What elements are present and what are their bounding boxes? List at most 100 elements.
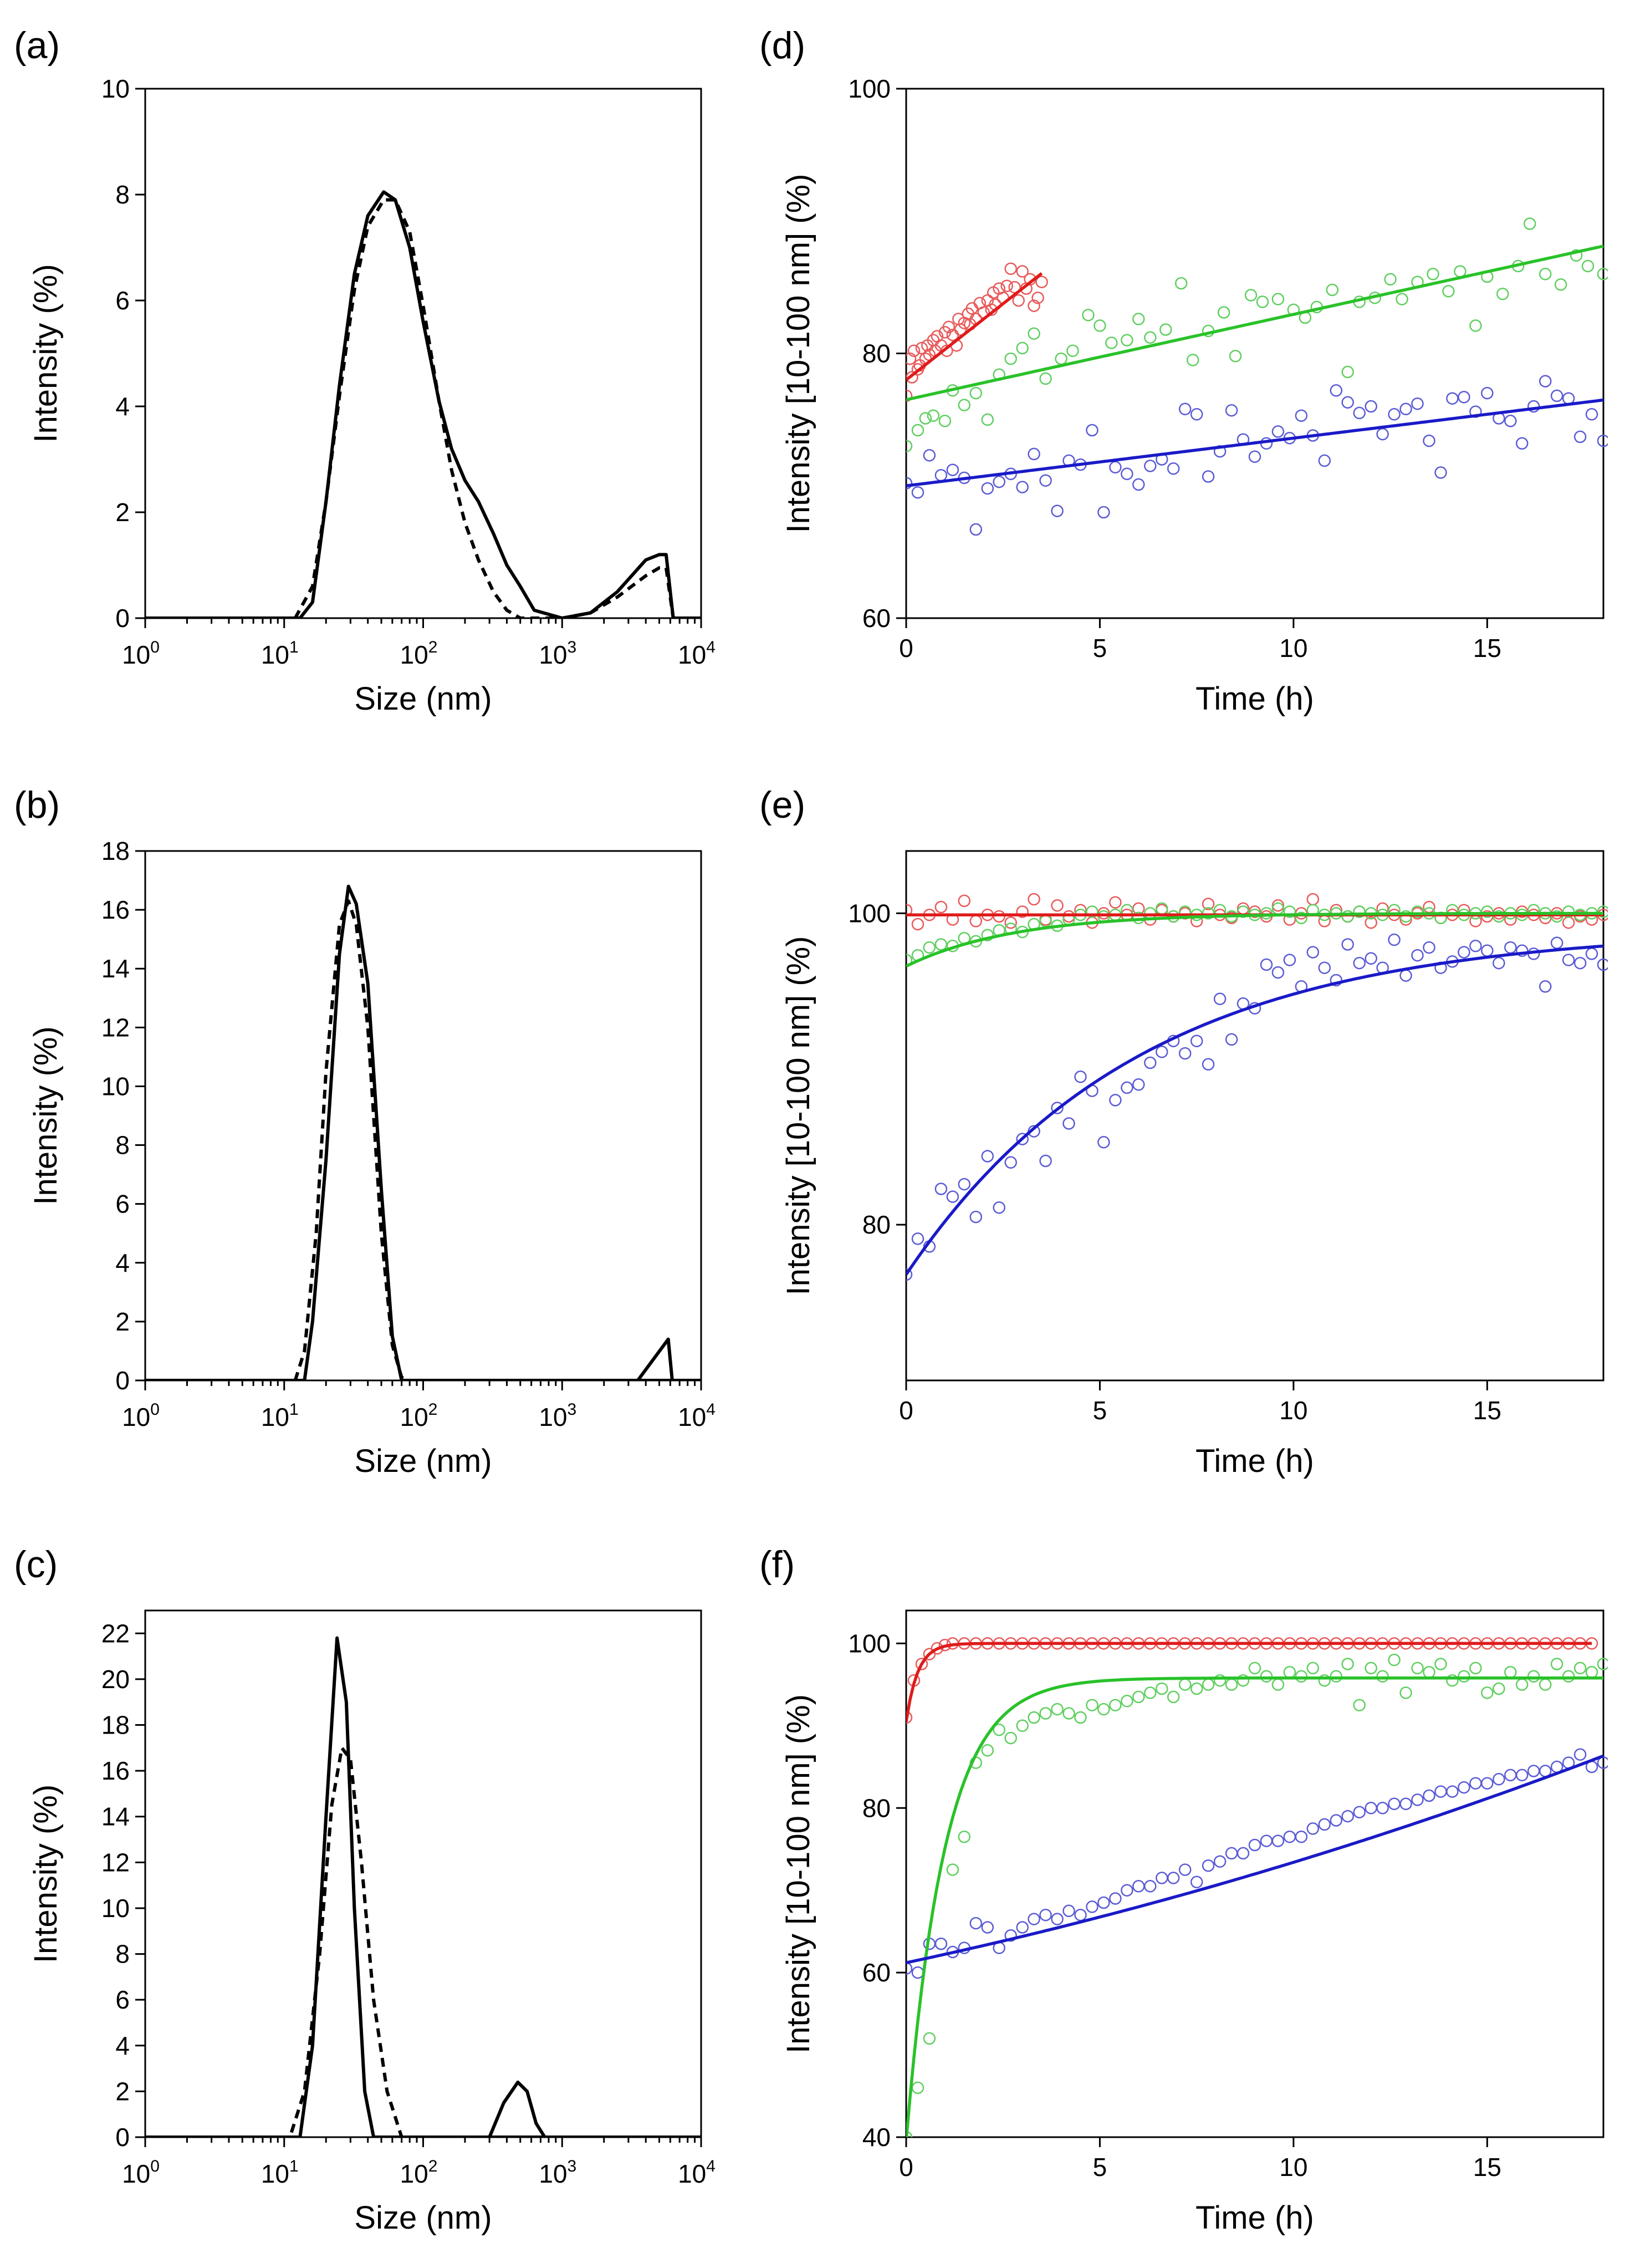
data-point-blue: [946, 1190, 959, 1203]
x-tick-label: 104: [678, 2157, 716, 2188]
data-point-blue: [1225, 404, 1238, 417]
data-point-green: [1585, 1666, 1598, 1679]
data-point-green: [1066, 344, 1079, 357]
fit-line-blue: [906, 944, 1604, 1276]
data-point-red: [1016, 265, 1029, 278]
chart-panel-3: (d) 60 80 100 0 5 10 15 Time (h) Intensity [10-10…: [759, 24, 1608, 717]
y-tick-label: 20: [101, 1665, 130, 1694]
data-point-green: [958, 1830, 971, 1843]
chart-panel-4: (e) 80 100 0 5 10 15 Time (h) Intensity [10-100 …: [759, 784, 1608, 1479]
data-point-green: [1376, 1670, 1389, 1683]
data-point-green: [1229, 350, 1242, 363]
data-point-blue: [1330, 1814, 1343, 1827]
x-tick-label: 10: [1279, 2153, 1307, 2182]
x-axis-label: Time (h): [1195, 2200, 1314, 2236]
data-point-blue: [1458, 391, 1470, 404]
data-point-green: [1539, 268, 1552, 281]
data-point-blue: [1318, 1818, 1331, 1831]
x-tick-label: 5: [1093, 634, 1107, 662]
data-point-green: [1144, 331, 1157, 344]
x-tick-label: 103: [539, 638, 576, 669]
data-point-blue: [1178, 402, 1192, 416]
x-tick-label: 103: [539, 1400, 576, 1431]
y-tick-label: 2: [115, 1307, 130, 1336]
y-axis-label: Intensity (%): [28, 264, 64, 442]
data-point-blue: [1469, 1777, 1482, 1790]
y-tick-label: 6: [115, 286, 130, 315]
data-point-green: [1105, 337, 1118, 349]
data-point-blue: [1062, 1904, 1075, 1918]
data-point-green: [911, 2081, 924, 2094]
data-point-green: [1260, 1670, 1273, 1683]
data-point-blue: [1341, 938, 1354, 951]
data-point-blue: [969, 1210, 983, 1224]
chart-panel-5: (f) 40 60 80 100 0 5 10 15 Time (h) Intensity [10-…: [759, 1543, 1608, 2236]
data-point-green: [1156, 1682, 1168, 1695]
data-point-red: [1035, 276, 1048, 288]
y-tick-label: 2: [115, 2077, 130, 2106]
data-point-green: [1341, 1658, 1354, 1670]
data-point-green: [1399, 910, 1412, 923]
data-point-blue: [1458, 946, 1470, 959]
data-point-red: [1515, 905, 1529, 918]
data-point-blue: [1144, 460, 1157, 472]
data-point-red: [906, 371, 918, 384]
data-point-green: [1581, 259, 1595, 273]
data-point-blue: [1365, 400, 1377, 413]
data-point-green: [1004, 352, 1017, 365]
data-point-red: [907, 344, 921, 357]
data-point-blue: [1411, 1793, 1424, 1806]
data-point-blue: [1353, 1806, 1366, 1818]
data-point-blue: [1562, 954, 1575, 966]
data-point-red: [906, 352, 917, 365]
data-point-blue: [1527, 400, 1540, 413]
data-point-green: [1016, 1719, 1029, 1732]
data-point-blue: [1051, 1913, 1064, 1925]
data-point-blue: [1504, 941, 1517, 954]
data-point-green: [1097, 1703, 1110, 1716]
data-point-blue: [1481, 944, 1494, 957]
y-tick-label: 10: [101, 1894, 130, 1923]
data-point-blue: [1330, 384, 1343, 397]
x-tick-label: 0: [899, 2153, 913, 2182]
chart-panel-2: (c) 0 2 4 6 8 10 12 14 16 18 20 22 100 101 102 103 104 Siz…: [14, 1543, 716, 2236]
y-tick-label: 60: [862, 1958, 891, 1987]
data-point-green: [1493, 1682, 1505, 1695]
data-point-green: [1423, 1666, 1435, 1679]
data-point-blue: [1097, 1136, 1110, 1149]
data-point-blue: [906, 477, 913, 490]
data-point-green: [1159, 323, 1172, 336]
data-point-blue: [1295, 409, 1308, 422]
data-point-green: [1384, 273, 1397, 286]
data-point-green: [1121, 334, 1133, 346]
data-point-green: [1178, 1678, 1192, 1691]
x-axis-label: Size (nm): [354, 681, 492, 717]
data-point-red: [1000, 279, 1013, 292]
data-point-green: [981, 929, 994, 941]
data-point-green: [1055, 352, 1067, 365]
data-point-red: [1028, 299, 1040, 312]
x-tick-label: 101: [261, 2157, 299, 2188]
data-point-green: [1341, 365, 1354, 379]
data-point-blue: [906, 1268, 913, 1281]
panel-label: (b): [14, 784, 60, 826]
data-point-green: [1504, 1666, 1517, 1679]
data-point-blue: [1573, 956, 1587, 970]
data-point-blue: [969, 523, 983, 536]
data-point-green: [1341, 910, 1354, 923]
data-point-blue: [1295, 1830, 1308, 1843]
data-point-blue: [1016, 481, 1029, 493]
data-point-green: [1248, 1661, 1261, 1675]
plot-area: [906, 217, 1608, 536]
fit-line-green: [906, 1676, 1603, 2137]
data-point-blue: [1248, 1838, 1261, 1852]
data-point-blue: [1121, 1884, 1133, 1897]
data-point-green: [1527, 1670, 1540, 1683]
data-point-green: [1236, 1674, 1250, 1687]
data-point-green: [1496, 287, 1509, 300]
data-point-blue: [1109, 1892, 1122, 1905]
data-point-blue: [1109, 461, 1122, 474]
data-point-blue: [934, 468, 948, 482]
data-point-red: [954, 323, 967, 336]
data-point-blue: [1156, 1046, 1168, 1058]
